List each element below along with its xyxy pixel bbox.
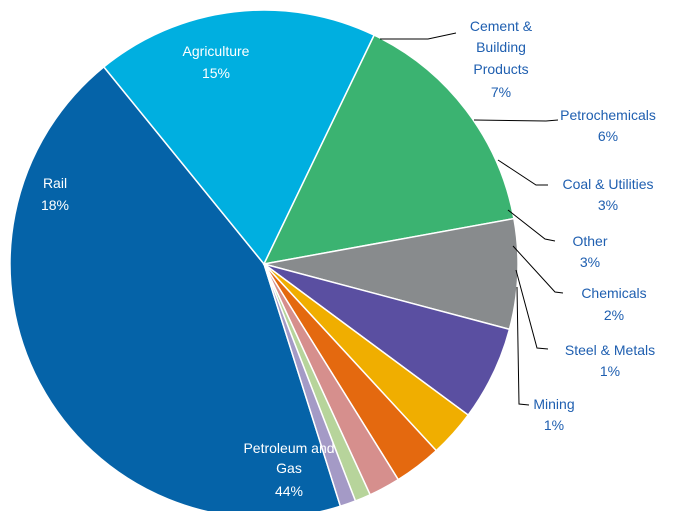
leader-lines xyxy=(380,32,564,406)
slice-value-rail: 18% xyxy=(41,197,69,213)
slice-label-other: Other xyxy=(572,233,607,249)
leader-line-coal-and-utilities xyxy=(497,159,548,186)
slice-label-mining: Mining xyxy=(533,396,574,412)
slice-value-mining: 1% xyxy=(544,417,564,433)
leader-line-mining xyxy=(516,286,530,406)
slice-label-chemicals: Chemicals xyxy=(581,285,646,301)
slice-label-petrochemicals: Petrochemicals xyxy=(560,107,656,123)
pie-slices xyxy=(9,9,519,511)
leader-line-chemicals xyxy=(512,245,564,294)
pie-slice-agriculture xyxy=(262,34,515,266)
slice-label-steel-and-metals: Steel & Metals xyxy=(565,342,655,358)
slice-value-petroleum-and-gas: 44% xyxy=(275,483,303,499)
pie-slice-rail xyxy=(102,9,376,266)
slice-label-rail: Rail xyxy=(43,175,67,191)
leader-line-steel-and-metals xyxy=(515,269,549,350)
pie-slice-cement-and-building-products xyxy=(263,217,519,331)
slice-labels: Petroleum and Gas 44% Rail 18% Agriculture 15%… xyxy=(41,18,656,499)
leader-line-petrochemicals xyxy=(473,119,559,122)
slice-label-petroleum-and-gas-line-1: Petroleum and xyxy=(243,440,334,456)
slice-value-cement-and-building-products: 7% xyxy=(491,84,511,100)
slice-value-other: 3% xyxy=(580,254,600,270)
slice-label-cement-and-building-products-line-3: Products xyxy=(473,61,528,77)
slice-label-cement-and-building-products-line-1: Cement & xyxy=(470,18,533,34)
slice-value-steel-and-metals: 1% xyxy=(600,363,620,379)
slice-label-cement-and-building-products-line-2: Building xyxy=(476,39,526,55)
slice-label-petroleum-and-gas-line-2: Gas xyxy=(276,460,302,476)
slice-label-coal-and-utilities: Coal & Utilities xyxy=(562,176,653,192)
slice-label-agriculture: Agriculture xyxy=(183,43,250,59)
pie-slice-mining xyxy=(263,263,357,508)
slice-value-petrochemicals: 6% xyxy=(598,128,618,144)
slice-value-coal-and-utilities: 3% xyxy=(598,197,618,213)
slice-value-chemicals: 2% xyxy=(604,307,624,323)
leader-line-cement-and-building-products xyxy=(380,32,457,40)
pie-slice-petroleum-and-gas xyxy=(9,65,342,511)
slice-value-agriculture: 15% xyxy=(202,65,230,81)
leader-line-other xyxy=(507,209,556,242)
